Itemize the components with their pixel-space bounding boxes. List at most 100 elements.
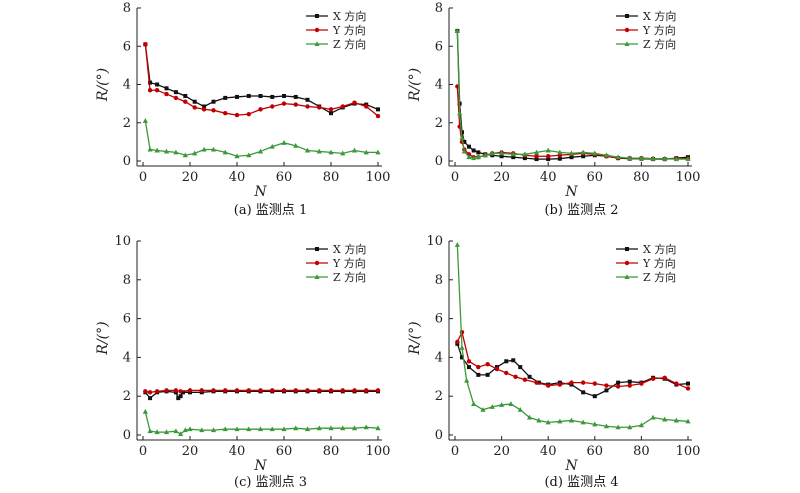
data-point xyxy=(471,155,477,161)
data-point xyxy=(154,429,160,435)
data-point xyxy=(522,151,528,157)
data-point xyxy=(183,99,188,104)
data-point xyxy=(508,401,514,406)
data-point xyxy=(457,110,463,116)
y-tick-label: 6 xyxy=(123,39,131,54)
panel-caption: (a) 监测点 1 xyxy=(234,203,307,218)
data-point xyxy=(293,425,299,431)
data-point xyxy=(639,381,644,386)
data-point xyxy=(662,416,668,422)
data-point xyxy=(192,99,197,104)
data-point xyxy=(163,148,170,154)
data-point xyxy=(462,139,467,144)
data-point xyxy=(685,418,691,424)
data-point xyxy=(480,406,486,412)
data-point xyxy=(281,426,287,432)
data-point xyxy=(281,140,287,145)
y-tick-label: 8 xyxy=(123,273,131,288)
data-point xyxy=(650,414,656,420)
series-3 xyxy=(142,118,381,159)
y-tick-label: 2 xyxy=(123,116,131,131)
data-point xyxy=(499,402,505,407)
data-point xyxy=(534,157,539,162)
data-point xyxy=(352,100,357,105)
legend-label: Y 方向 xyxy=(642,256,676,270)
data-point xyxy=(178,431,184,437)
data-point xyxy=(569,380,574,385)
data-point xyxy=(604,388,609,393)
legend-marker xyxy=(625,14,629,18)
data-point xyxy=(674,381,679,386)
data-point xyxy=(568,417,575,423)
legend-marker xyxy=(624,27,630,33)
data-point xyxy=(471,148,476,153)
y-tick-label: 0 xyxy=(123,154,131,169)
data-point xyxy=(534,154,539,159)
data-point xyxy=(557,382,563,387)
data-point xyxy=(293,142,299,148)
data-point xyxy=(173,95,179,101)
data-point xyxy=(154,88,160,93)
y-axis-label: R/(°) xyxy=(95,321,111,355)
data-point xyxy=(187,426,193,432)
data-point xyxy=(142,408,148,414)
y-tick-label: 2 xyxy=(123,389,131,404)
data-point xyxy=(154,389,160,394)
x-tick-label: 100 xyxy=(366,444,391,459)
data-point xyxy=(183,93,188,98)
data-point xyxy=(686,381,690,386)
data-point xyxy=(282,93,286,98)
data-point xyxy=(147,146,153,152)
data-point xyxy=(615,384,621,389)
series-line xyxy=(456,86,688,160)
y-tick-label: 2 xyxy=(435,389,443,404)
data-point xyxy=(364,104,369,109)
data-point xyxy=(536,417,542,423)
legend-label: Z 方向 xyxy=(333,270,366,284)
legend-marker xyxy=(624,41,630,46)
data-point xyxy=(305,388,310,393)
y-tick-label: 0 xyxy=(435,428,443,443)
legend-marker xyxy=(314,274,320,279)
data-point xyxy=(673,156,679,162)
data-point xyxy=(305,97,310,102)
y-tick-label: 10 xyxy=(114,234,131,249)
data-point xyxy=(489,150,495,156)
data-point xyxy=(466,144,471,149)
data-point xyxy=(328,425,334,431)
data-point xyxy=(210,146,217,152)
panel-caption: (c) 监测点 3 xyxy=(234,475,307,490)
legend-label: Y 方向 xyxy=(332,23,366,37)
legend-label: Y 方向 xyxy=(642,23,676,37)
data-point xyxy=(182,427,188,433)
data-point xyxy=(235,94,239,99)
data-point xyxy=(270,94,275,99)
data-point xyxy=(471,401,477,406)
data-point xyxy=(258,107,263,112)
legend-marker xyxy=(625,247,629,251)
data-point xyxy=(557,156,562,161)
series-2 xyxy=(143,42,381,119)
data-point xyxy=(281,101,287,106)
data-point xyxy=(192,150,198,156)
data-point xyxy=(328,107,334,112)
legend-label: X 方向 xyxy=(643,242,676,256)
series-3 xyxy=(142,408,381,437)
x-tick-label: 60 xyxy=(587,170,604,185)
data-point xyxy=(164,91,169,97)
x-tick-label: 100 xyxy=(366,170,391,185)
data-point xyxy=(258,93,263,98)
x-tick-label: 80 xyxy=(633,170,650,185)
data-point xyxy=(615,424,621,430)
data-point xyxy=(246,93,251,98)
data-point xyxy=(499,154,504,159)
x-tick-label: 80 xyxy=(633,444,650,459)
data-point xyxy=(316,425,322,431)
y-axis-label: R/(°) xyxy=(407,68,423,102)
data-point xyxy=(182,152,188,158)
legend-label: X 方向 xyxy=(333,242,366,256)
data-point xyxy=(650,155,656,161)
data-point xyxy=(270,104,275,109)
